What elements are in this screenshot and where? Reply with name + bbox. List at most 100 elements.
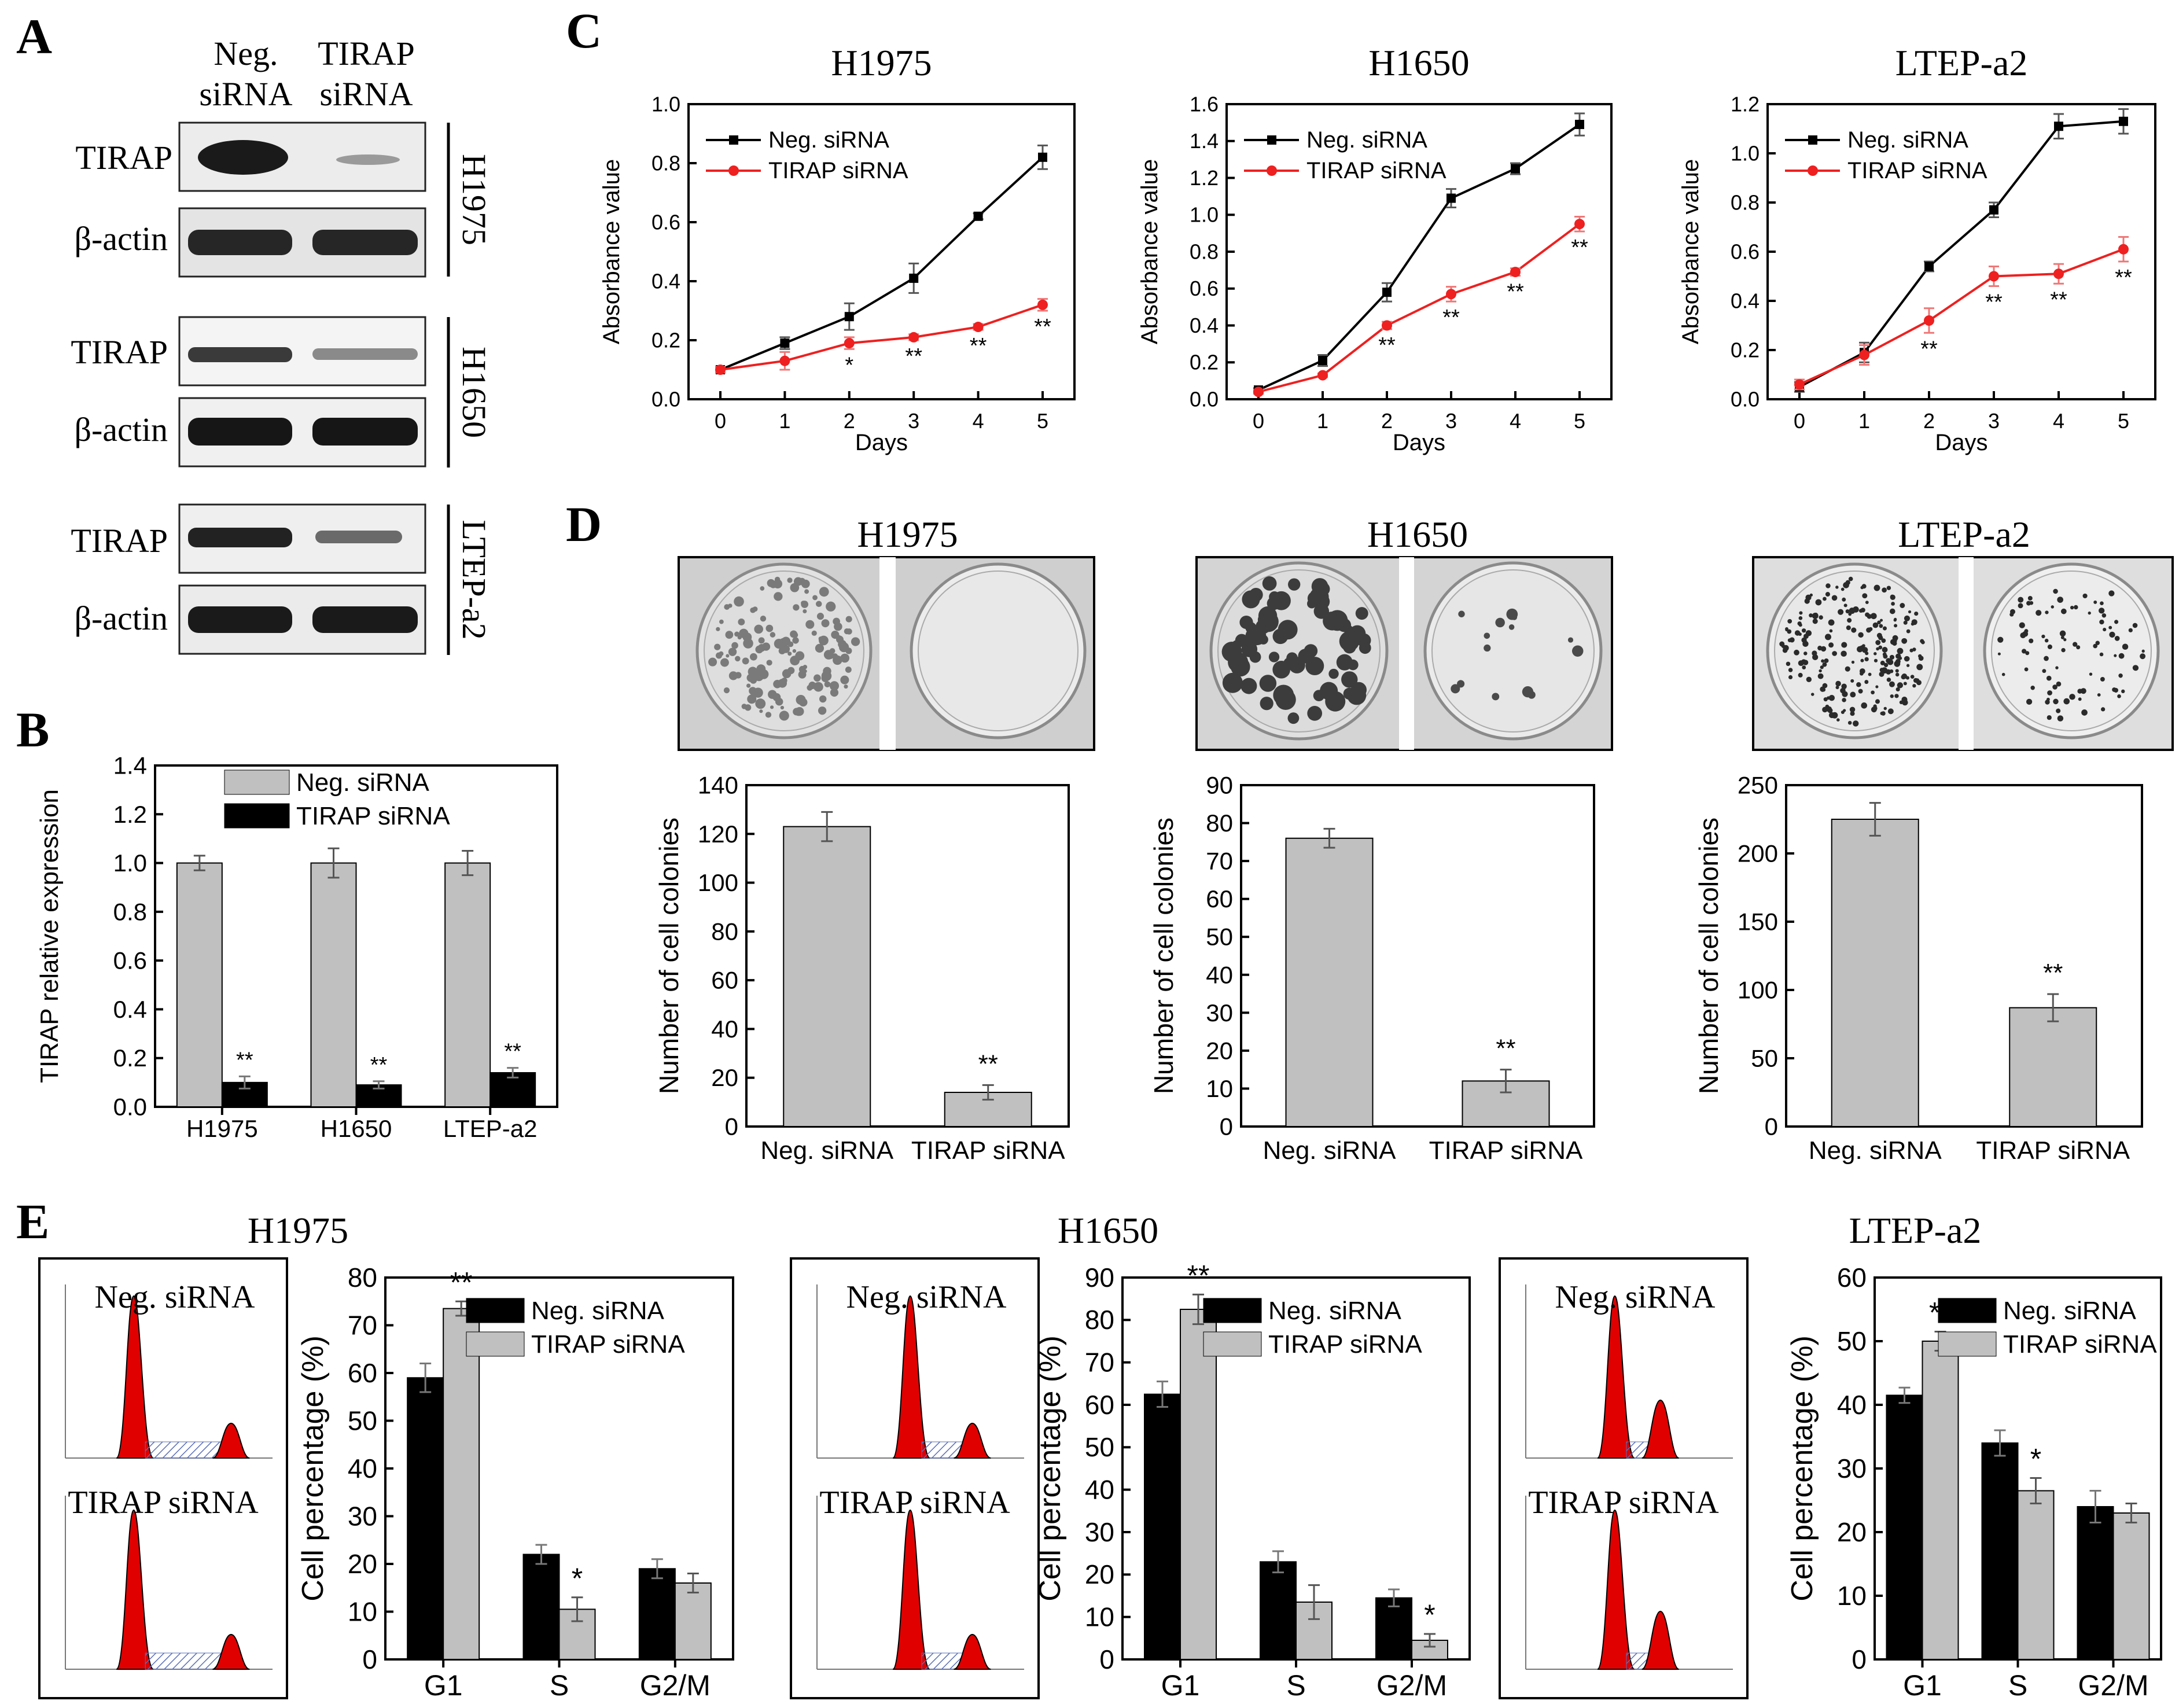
chart-d3: 0 50 100 150 200 250 Number of cell colonies Ne… (1694, 514, 2143, 1165)
legend-label: Neg. siRNA (296, 768, 429, 797)
legend-label: Neg. siRNA (1306, 127, 1427, 153)
colony (1849, 706, 1856, 713)
data-point (1924, 315, 1934, 326)
legend-label: TIRAP siRNA (1847, 158, 1987, 183)
colony (783, 643, 787, 647)
significance-mark: ** (1442, 305, 1460, 330)
colony (2073, 642, 2078, 647)
panel-letter-d: D (566, 496, 602, 552)
bar (444, 862, 491, 1107)
y-tick-label: 0 (1765, 1113, 1778, 1140)
y-tick-label: 0 (362, 1644, 377, 1674)
colony (1786, 661, 1791, 667)
colony (1492, 693, 1500, 701)
colony (1823, 697, 1828, 702)
y-tick-label: 90 (1206, 771, 1233, 798)
legend-swatch (1938, 1331, 1997, 1357)
y-tick-label: 30 (1837, 1453, 1867, 1484)
y-tick-label: 20 (1837, 1517, 1867, 1547)
bar (310, 862, 357, 1107)
x-tick-label: Neg. siRNA (1263, 1136, 1396, 1165)
chart-title: LTEP-a2 (1849, 1210, 1982, 1251)
chart-c2: 0.0 0.2 0.4 0.6 0.8 1.0 1.2 1.4 1.6 Absorbance va… (1137, 42, 1613, 455)
colony (1879, 668, 1884, 672)
colony (2053, 698, 2059, 705)
colony (811, 630, 817, 636)
y-tick-label: 30 (1206, 999, 1233, 1026)
colony (1841, 650, 1847, 657)
colony (2069, 694, 2075, 700)
legend-label: Neg. siRNA (1847, 127, 1968, 153)
colony (805, 620, 815, 629)
y-tick-label: 0.0 (1190, 387, 1219, 411)
y-axis-label: Number of cell colonies (654, 818, 684, 1094)
colony (1901, 696, 1908, 703)
colony (1825, 583, 1831, 588)
colony (742, 657, 749, 665)
colony (708, 657, 717, 667)
colony (1789, 637, 1795, 643)
colony (734, 631, 739, 637)
significance-mark: ** (236, 1048, 253, 1072)
colony (746, 673, 756, 682)
y-tick-label: 140 (698, 771, 738, 798)
legend-swatch (1203, 1331, 1262, 1357)
flow-label-tirap: TIRAP siRNA (1528, 1485, 1719, 1521)
series-line (720, 156, 1044, 371)
colony (1901, 674, 1906, 680)
colony (778, 647, 786, 654)
chart-title: H1975 (857, 514, 958, 555)
colony (2118, 673, 2123, 678)
data-point (779, 355, 790, 366)
colony (1895, 672, 1900, 677)
y-tick-label: 0.6 (652, 210, 680, 234)
colony (2098, 608, 2105, 614)
colony (2081, 709, 2088, 716)
bar (1285, 837, 1374, 1128)
colony (1836, 718, 1840, 722)
y-tick-label: 40 (1206, 961, 1233, 988)
colony (767, 579, 775, 587)
colony (1875, 699, 1880, 704)
legend-marker (729, 135, 738, 145)
colony (1851, 660, 1855, 664)
colony (1867, 614, 1872, 619)
colony (1883, 662, 1889, 668)
colony-dots (1997, 588, 2146, 722)
colony (1841, 642, 1847, 648)
flow-cytometry-histograms: Neg. siRNA TIRAP siRNA Neg. siRNA TIRAP siR… (38, 1257, 1749, 1699)
x-tick-label: H1975 (186, 1115, 258, 1142)
y-tick-label: 0.8 (1731, 190, 1760, 214)
y-tick-label: 30 (1085, 1517, 1114, 1547)
y-tick-label: 0.4 (1190, 314, 1219, 337)
colony (1849, 608, 1856, 614)
colony (787, 641, 794, 647)
colony (1812, 612, 1819, 619)
y-tick-label: 100 (1738, 976, 1778, 1003)
colony (2046, 675, 2052, 681)
colony (779, 711, 789, 721)
legend-swatch (466, 1298, 525, 1323)
colony (1244, 592, 1260, 608)
colony (772, 693, 781, 702)
cell-line-label-ltep-a2: LTEP-a2 (455, 520, 493, 639)
colony (1798, 616, 1803, 620)
colony (2041, 634, 2045, 639)
significance-mark: ** (1496, 1035, 1515, 1063)
significance-mark: ** (504, 1040, 521, 1064)
x-tick-label: Neg. siRNA (760, 1136, 893, 1165)
colony (2121, 689, 2125, 694)
colony (796, 695, 806, 705)
legend-swatch (224, 803, 290, 829)
data-point (1038, 152, 1047, 162)
data-point (715, 365, 726, 375)
colony (2089, 672, 2093, 676)
colony (1858, 632, 1864, 638)
colony (1828, 712, 1835, 719)
g1-peak (892, 1295, 931, 1459)
legend-label: Neg. siRNA (531, 1297, 664, 1325)
cell-line-label-h1975: H1975 (455, 154, 493, 245)
significance-mark: ** (1378, 333, 1396, 358)
colony (2113, 687, 2119, 693)
